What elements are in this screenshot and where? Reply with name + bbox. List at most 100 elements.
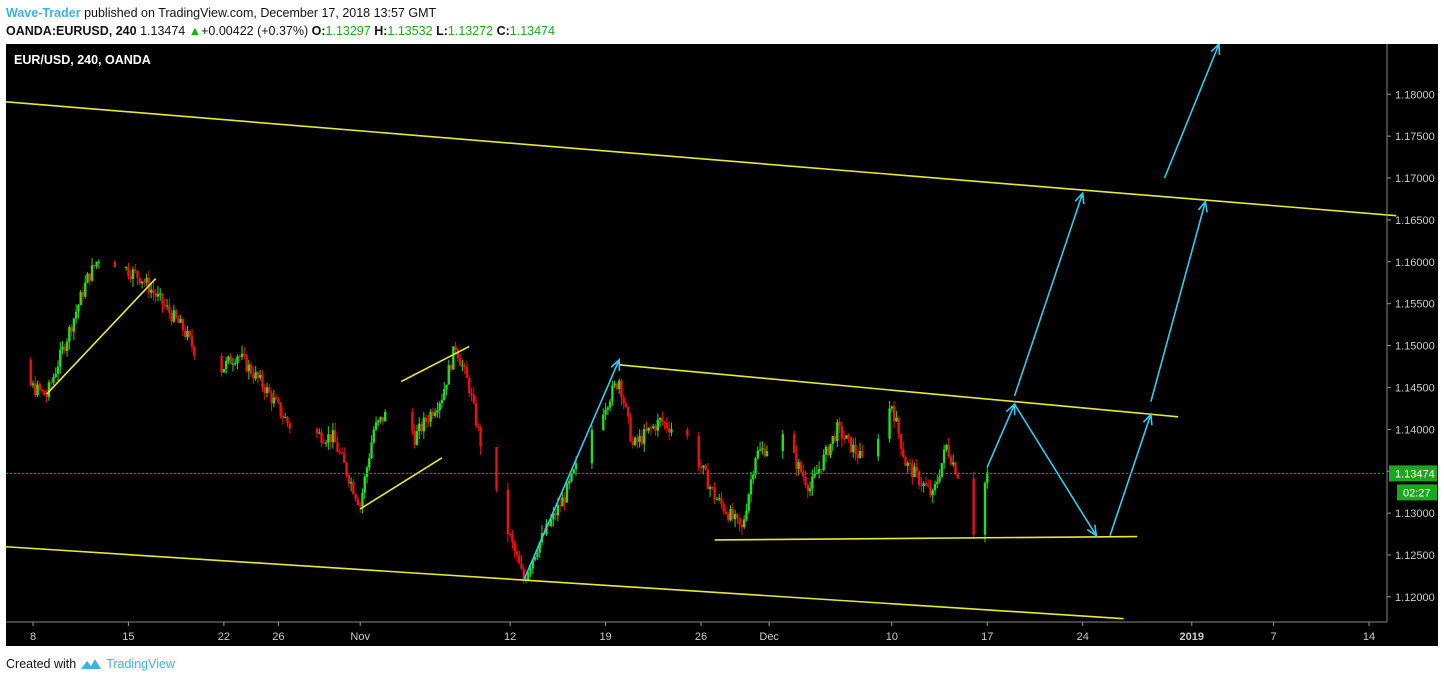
candle-body — [640, 435, 644, 444]
x-tick-label: 8 — [30, 631, 36, 643]
candle-body — [177, 317, 180, 323]
candle-body — [670, 429, 673, 433]
candle-body — [665, 422, 669, 429]
candle-body — [915, 466, 919, 472]
candle-body — [440, 399, 444, 404]
candle-body — [320, 432, 323, 443]
candle-body — [713, 487, 716, 500]
candle-body — [888, 408, 891, 439]
candle-body — [558, 505, 562, 507]
candle-body — [740, 524, 744, 528]
chart-background — [6, 44, 1438, 646]
candle-body — [193, 346, 196, 357]
candle-body — [379, 417, 382, 421]
candle-body — [429, 411, 432, 422]
candle-series — [29, 258, 989, 584]
candle-body — [802, 471, 805, 477]
tradingview-link[interactable]: TradingView — [106, 657, 175, 671]
last-price: 1.13474 — [140, 24, 186, 38]
candle-body — [908, 462, 912, 464]
y-tick-label: 1.12000 — [1395, 592, 1435, 604]
publish-line: Wave-Trader published on TradingView.com… — [6, 4, 1436, 22]
projection-arrow — [1013, 192, 1084, 397]
candle-body — [411, 411, 414, 431]
candle-body — [477, 425, 480, 428]
candle-body — [729, 508, 732, 521]
candle-body — [520, 563, 523, 569]
author-link[interactable]: Wave-Trader — [6, 6, 81, 20]
candle-body — [697, 435, 700, 468]
candle-body — [983, 482, 987, 535]
candle-body — [620, 380, 623, 398]
candle-body — [513, 542, 516, 552]
candle-body — [554, 512, 557, 516]
candle-body — [227, 356, 230, 361]
candle-body — [902, 449, 905, 457]
y-tick-label: 1.14000 — [1395, 424, 1435, 436]
candle-body — [495, 447, 498, 490]
candle-body — [947, 444, 950, 457]
candle-body — [667, 428, 671, 433]
x-tick-label: 22 — [218, 631, 230, 643]
candle-body — [758, 449, 762, 451]
candle-body — [940, 463, 944, 477]
candle-body — [34, 383, 37, 396]
low-label: L: — [436, 24, 448, 38]
candle-body — [86, 273, 89, 283]
y-tick-label: 1.16500 — [1395, 215, 1435, 227]
arrow-head-icon — [1197, 199, 1208, 213]
candle-body — [727, 513, 730, 521]
candle-body — [327, 434, 330, 443]
candle-body — [449, 365, 453, 370]
candle-body — [454, 346, 457, 350]
candle-body — [838, 422, 841, 426]
candle-body — [474, 402, 478, 426]
candle-body — [156, 293, 160, 297]
candle-body — [608, 401, 612, 408]
candle-body — [938, 476, 941, 482]
candle-body — [895, 417, 898, 422]
candle-body — [368, 458, 371, 468]
arrow-head-icon — [1074, 191, 1085, 205]
candle-body — [972, 478, 975, 535]
candle-body — [531, 560, 535, 569]
candle-body — [761, 448, 764, 450]
candle-body — [472, 394, 475, 403]
candle-body — [161, 293, 164, 305]
x-tick-label: 15 — [122, 631, 134, 643]
candle-body — [833, 436, 837, 442]
close-label: C: — [496, 24, 510, 38]
candle-body — [358, 504, 362, 507]
candle-body — [238, 356, 241, 358]
y-tick-label: 1.15500 — [1395, 299, 1435, 311]
candle-body — [124, 266, 128, 268]
candle-body — [765, 451, 769, 456]
candle-body — [413, 430, 416, 445]
candle-body — [190, 336, 194, 347]
candle-body — [792, 434, 796, 453]
time-axis[interactable]: 8 15 22 26 Nov 12 19 26 Dec 10 17 24 2019 7 14 — [30, 622, 1375, 643]
candle-body — [852, 444, 855, 453]
candle-body — [824, 446, 828, 455]
candle-body — [184, 330, 187, 338]
trendline-triangle-base — [714, 535, 1138, 541]
candle-body — [799, 462, 803, 472]
candle-body — [36, 384, 39, 396]
x-tick-label: 7 — [1271, 631, 1277, 643]
price-chart[interactable]: 1.18000 1.17500 1.17000 1.16500 1.16000 1.155… — [6, 44, 1438, 646]
candle-body — [731, 508, 735, 520]
candle-body — [272, 397, 276, 404]
candle-body — [622, 397, 625, 404]
candle-body — [461, 365, 464, 367]
candle-body — [645, 429, 648, 431]
candle-body — [431, 411, 435, 416]
chart-panel[interactable]: 1.18000 1.17500 1.17000 1.16500 1.16000 1.155… — [6, 44, 1438, 646]
countdown-bg — [1397, 484, 1437, 501]
candle-body — [849, 436, 853, 453]
price-tag: 1.13474 02:27 — [1389, 465, 1437, 501]
candle-body — [795, 452, 798, 469]
tradingview-logo-icon[interactable] — [80, 657, 102, 671]
candle-body — [59, 349, 62, 367]
candle-body — [565, 483, 569, 503]
candle-body — [415, 431, 419, 445]
